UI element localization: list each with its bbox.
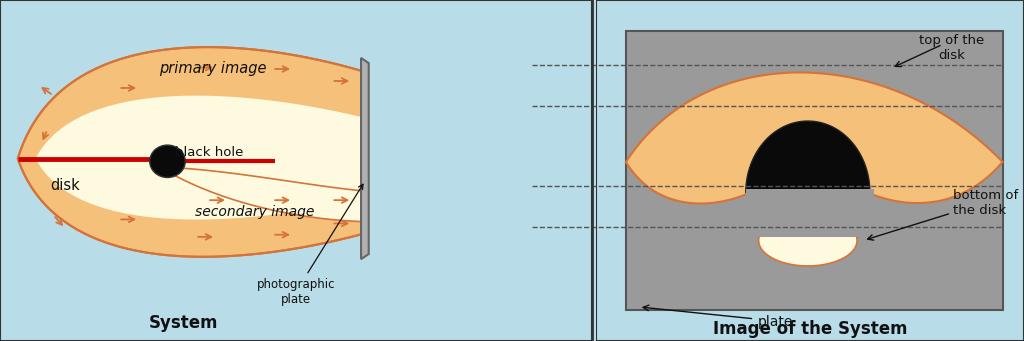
Text: photographic
plate: photographic plate xyxy=(257,184,362,306)
Bar xyxy=(626,31,1002,310)
Text: primary image: primary image xyxy=(160,61,267,76)
Polygon shape xyxy=(361,58,369,259)
Polygon shape xyxy=(626,73,1002,228)
Polygon shape xyxy=(759,215,857,266)
Polygon shape xyxy=(17,47,364,257)
Polygon shape xyxy=(36,95,364,220)
Bar xyxy=(745,189,874,237)
Text: plate: plate xyxy=(758,315,794,329)
Polygon shape xyxy=(160,167,364,222)
Text: disk: disk xyxy=(50,178,80,193)
Text: bottom of
the disk: bottom of the disk xyxy=(953,189,1019,217)
Text: secondary image: secondary image xyxy=(195,205,314,219)
Text: Image of the System: Image of the System xyxy=(713,320,907,338)
Polygon shape xyxy=(745,121,870,193)
Text: System: System xyxy=(148,314,218,332)
Text: top of the
disk: top of the disk xyxy=(919,34,984,62)
Text: black hole: black hole xyxy=(175,146,243,159)
Ellipse shape xyxy=(150,145,185,177)
